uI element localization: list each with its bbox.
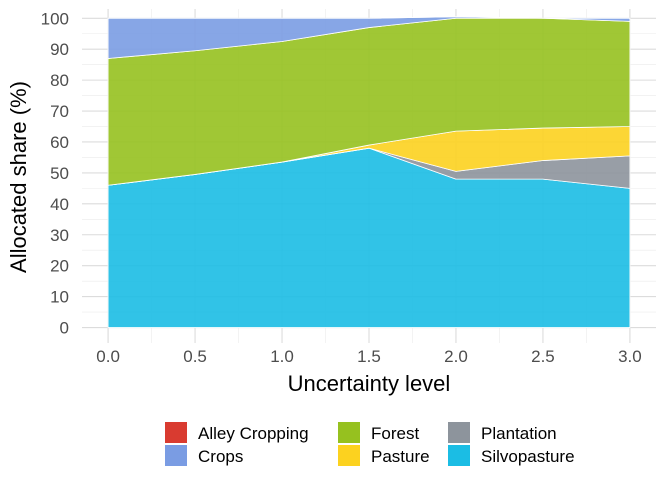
x-tick-label: 0.0 (96, 347, 120, 366)
legend-label: Silvopasture (481, 447, 575, 466)
x-tick-label: 1.0 (270, 347, 294, 366)
x-tick-label: 2.0 (444, 347, 468, 366)
legend-label: Forest (371, 424, 419, 443)
y-tick-label: 50 (50, 164, 69, 183)
legend-label: Crops (198, 447, 243, 466)
legend-label: Plantation (481, 424, 557, 443)
y-tick-label: 20 (50, 257, 69, 276)
x-tick-label: 0.5 (183, 347, 207, 366)
y-axis-title: Allocated share (%) (6, 81, 31, 273)
legend-item-crops: Crops (165, 445, 243, 466)
legend-swatch (165, 445, 187, 466)
area-alley-cropping (107, 16, 631, 19)
x-tick-label: 2.5 (531, 347, 555, 366)
x-tick-label: 1.5 (357, 347, 381, 366)
y-axis-ticks: 0 10 20 30 40 50 60 70 80 90 100 (41, 9, 69, 337)
x-axis-title: Uncertainty level (288, 371, 451, 396)
y-tick-label: 70 (50, 102, 69, 121)
legend-item-forest: Forest (338, 422, 419, 443)
y-tick-label: 0 (60, 319, 69, 338)
y-tick-label: 100 (41, 9, 69, 28)
legend-item-pasture: Pasture (338, 445, 430, 466)
y-tick-label: 10 (50, 288, 69, 307)
x-axis-ticks: 0.0 0.5 1.0 1.5 2.0 2.5 3.0 (96, 347, 641, 366)
area-series (107, 16, 631, 328)
legend-item-plantation: Plantation (448, 422, 557, 443)
y-tick-label: 80 (50, 71, 69, 90)
legend-swatch (448, 445, 470, 466)
y-tick-label: 40 (50, 195, 69, 214)
legend-label: Pasture (371, 447, 430, 466)
legend-swatch (338, 445, 360, 466)
y-tick-label: 90 (50, 40, 69, 59)
legend-swatch (448, 422, 470, 443)
legend: Alley Cropping Crops Forest Pasture Plantati… (165, 422, 575, 466)
legend-swatch (338, 422, 360, 443)
legend-item-alley-cropping: Alley Cropping (165, 422, 309, 443)
y-tick-label: 60 (50, 133, 69, 152)
legend-item-silvopasture: Silvopasture (448, 445, 575, 466)
legend-swatch (165, 422, 187, 443)
y-tick-label: 30 (50, 226, 69, 245)
legend-label: Alley Cropping (198, 424, 309, 443)
x-tick-label: 3.0 (618, 347, 642, 366)
